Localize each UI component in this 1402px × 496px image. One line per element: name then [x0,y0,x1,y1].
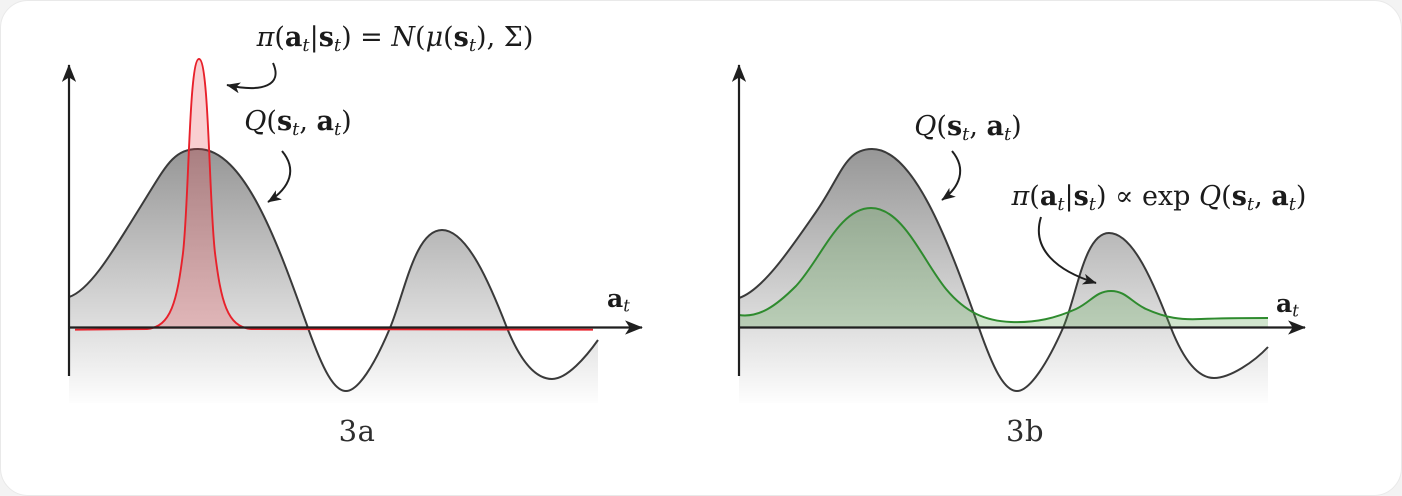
subfigure-caption-3a: 3a [338,414,376,448]
q-value-area [69,149,598,403]
softmax-policy-fill [739,208,1268,327]
q-label-arrow [267,150,292,203]
q-function-label: Q(st, at) [244,106,352,140]
subfigure-caption-3b: 3b [1005,414,1045,448]
q-value-area [739,149,1268,403]
q-value-curve [738,147,1269,393]
x-axis-label: at [1276,289,1299,321]
x-axis-label: at [607,284,630,316]
gaussian-policy-equation-label: π(at|st) = N(μ(st), Σ) [256,22,534,56]
gaussian-policy-fill [147,59,251,329]
q-label-arrow [941,150,962,201]
panel-3b [731,64,1306,403]
q-function-label: Q(st, at) [914,111,1022,145]
softmax-policy-curve [738,206,1269,324]
panel-3a [61,58,643,403]
policy-label-arrow [1037,216,1097,285]
softmax-policy-equation-label: π(at|st) ∝ exp Q(st, at) [1011,181,1307,215]
q-value-curve [68,147,599,393]
gaussian-policy-curve [74,58,594,331]
policy-label-arrow [226,62,277,94]
